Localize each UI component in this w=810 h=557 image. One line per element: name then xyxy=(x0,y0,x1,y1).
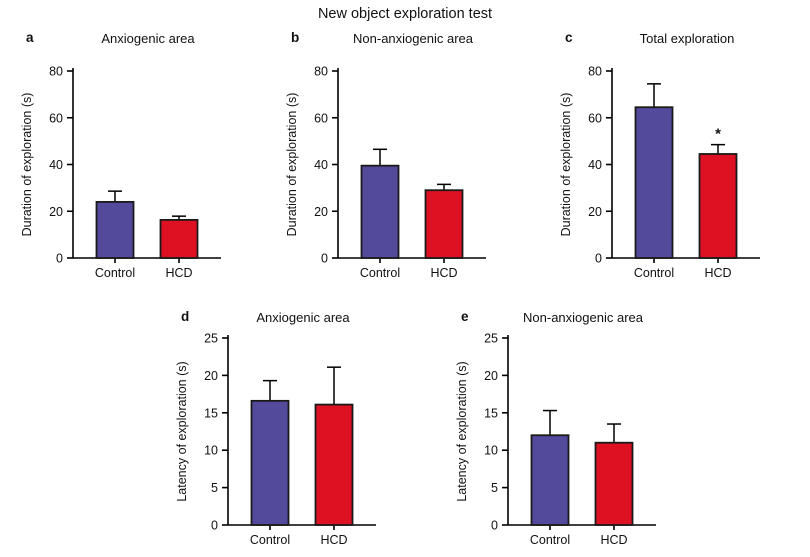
y-tick-label: 25 xyxy=(484,332,498,346)
panel-d-title: Anxiogenic area xyxy=(256,310,350,325)
x-category-label-hcd: HCD xyxy=(600,533,627,547)
bar-control xyxy=(634,106,674,259)
bar-control xyxy=(530,434,570,526)
y-tick-label: 60 xyxy=(49,111,63,125)
y-tick-label: 40 xyxy=(314,158,328,172)
bar-hcd xyxy=(594,441,634,526)
significance-star: * xyxy=(715,126,721,143)
y-tick-label: 5 xyxy=(211,481,218,495)
bar-control xyxy=(250,399,290,526)
y-tick-label: 0 xyxy=(595,252,602,266)
y-tick-label: 20 xyxy=(484,369,498,383)
y-tick-label: 80 xyxy=(314,65,328,79)
panel-c-title: Total exploration xyxy=(639,31,735,46)
panel-b-chart: 0 20 40 60 80 Duration of exploration (s) Cont… xyxy=(285,65,486,280)
x-category-label-hcd: HCD xyxy=(320,533,347,547)
y-tick-label: 60 xyxy=(314,111,328,125)
x-category-label-hcd: HCD xyxy=(165,266,192,280)
panel-c-letter: c xyxy=(565,30,573,45)
panel-c-chart: 0 20 40 60 80 Duration of exploration (s) Cont… xyxy=(559,65,760,280)
y-tick-label: 0 xyxy=(491,519,498,533)
panel-a-header: a Anxiogenic area xyxy=(18,28,268,48)
panel-e-title: Non-anxiogenic area xyxy=(523,310,643,325)
panel-b-header: b Non-anxiogenic area xyxy=(283,28,533,48)
panel-a: a Anxiogenic area 0 20 40 60 80 Duration of e… xyxy=(18,28,268,300)
panel-d: d Anxiogenic area 0 5 10 15 20 25 Latency of e… xyxy=(173,307,423,557)
x-category-label-hcd: HCD xyxy=(430,266,457,280)
y-axis-label: Latency of exploration (s) xyxy=(455,361,469,501)
y-tick-label: 80 xyxy=(49,65,63,79)
x-category-label-control: Control xyxy=(250,533,290,547)
x-category-label-control: Control xyxy=(360,266,400,280)
y-tick-label: 25 xyxy=(204,332,218,346)
y-tick-label: 10 xyxy=(204,444,218,458)
panel-c: c Total exploration 0 20 40 60 80 Duration of… xyxy=(557,28,807,300)
y-tick-label: 20 xyxy=(49,205,63,219)
panel-d-letter: d xyxy=(181,309,190,324)
panel-b-title: Non-anxiogenic area xyxy=(353,31,473,46)
y-tick-label: 0 xyxy=(56,252,63,266)
panel-e-letter: e xyxy=(461,309,469,324)
y-tick-label: 0 xyxy=(321,252,328,266)
x-category-label-hcd: HCD xyxy=(704,266,731,280)
panel-e-chart: 0 5 10 15 20 25 Latency of exploration (s) Cont… xyxy=(455,332,656,547)
x-category-label-control: Control xyxy=(634,266,674,280)
panel-a-title: Anxiogenic area xyxy=(101,31,195,46)
y-axis-label: Duration of exploration (s) xyxy=(559,93,573,237)
y-tick-label: 20 xyxy=(204,369,218,383)
y-tick-label: 0 xyxy=(211,519,218,533)
panel-d-header: d Anxiogenic area xyxy=(173,307,423,327)
panel-d-chart: 0 5 10 15 20 25 Latency of exploration (s) Cont… xyxy=(175,332,376,547)
panel-b-letter: b xyxy=(291,30,300,45)
y-tick-label: 80 xyxy=(588,65,602,79)
bar-control xyxy=(95,200,135,259)
panel-a-chart: 0 20 40 60 80 Duration of exploration (s) Cont… xyxy=(20,65,221,280)
y-tick-label: 10 xyxy=(484,444,498,458)
panel-a-letter: a xyxy=(26,30,34,45)
panel-b: b Non-anxiogenic area 0 20 40 60 80 Duration … xyxy=(283,28,533,300)
y-tick-label: 20 xyxy=(588,205,602,219)
panel-c-header: c Total exploration xyxy=(557,28,807,48)
bar-hcd xyxy=(314,403,354,526)
y-axis-label: Duration of exploration (s) xyxy=(20,93,34,237)
figure-title: New object exploration test xyxy=(317,6,493,22)
y-tick-label: 40 xyxy=(588,158,602,172)
y-tick-label: 20 xyxy=(314,205,328,219)
bar-hcd xyxy=(159,218,199,259)
x-category-label-control: Control xyxy=(95,266,135,280)
panel-e-header: e Non-anxiogenic area xyxy=(453,307,703,327)
bar-hcd xyxy=(424,189,464,259)
y-tick-label: 15 xyxy=(484,406,498,420)
y-axis-label: Duration of exploration (s) xyxy=(285,93,299,237)
y-tick-label: 60 xyxy=(588,111,602,125)
y-tick-label: 5 xyxy=(491,481,498,495)
bar-hcd xyxy=(698,153,738,259)
y-tick-label: 40 xyxy=(49,158,63,172)
bar-control xyxy=(360,164,400,259)
x-category-label-control: Control xyxy=(530,533,570,547)
y-tick-label: 15 xyxy=(204,406,218,420)
panel-e: e Non-anxiogenic area 0 5 10 15 20 25 Latency … xyxy=(453,307,703,557)
y-axis-label: Latency of exploration (s) xyxy=(175,361,189,501)
